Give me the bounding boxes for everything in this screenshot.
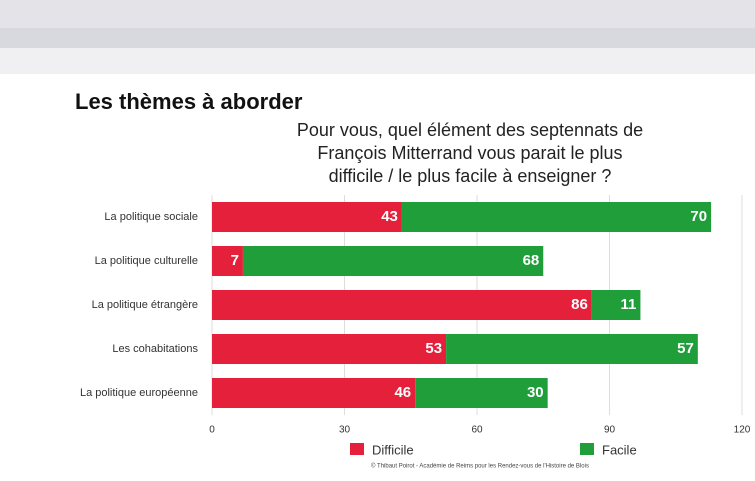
y-tick-label: La politique sociale (104, 211, 198, 223)
value-label: 70 (690, 208, 707, 225)
x-tick-label: 90 (604, 425, 616, 436)
x-tick-label: 120 (734, 425, 751, 436)
toolbar (0, 48, 755, 74)
bar-segment (212, 378, 415, 408)
legend-label: Difficile (372, 442, 414, 457)
bar-segment (243, 246, 543, 276)
x-tick-label: 30 (339, 425, 351, 436)
source: © Thibaut Poirot - Académie de Reims pou… (371, 463, 589, 470)
y-tick-label: La politique étrangère (92, 299, 198, 311)
value-label: 7 (231, 252, 239, 269)
tab-bar (0, 28, 755, 48)
legend-swatch (580, 443, 594, 455)
value-label: 53 (425, 340, 442, 357)
bar-segment (212, 334, 446, 364)
value-label: 46 (394, 384, 411, 401)
value-label: 43 (381, 208, 398, 225)
value-label: 11 (621, 296, 637, 313)
y-tick-label: La politique culturelle (95, 255, 198, 267)
value-label: 57 (677, 340, 694, 357)
chart-title: Les thèmes à aborder (75, 89, 303, 114)
bar-segment (446, 334, 698, 364)
subtitle: difficile / le plus facile à enseigner ? (329, 166, 612, 186)
body: {"chart_data": {"type": "stacked-bar-hor… (0, 0, 755, 481)
value-label: 30 (527, 384, 544, 401)
y-tick-label: Les cohabitations (112, 343, 198, 355)
x-tick-label: 60 (471, 425, 483, 436)
y-tick-label: La politique européenne (80, 387, 198, 399)
chart: Les thèmes à aborder Pour vous, quel élé… (0, 0, 755, 481)
subtitle: Pour vous, quel élément des septennats d… (297, 120, 643, 140)
bar-segment (402, 202, 711, 232)
bar-segment (212, 202, 402, 232)
legend-swatch (350, 443, 364, 455)
bar-segment (212, 290, 592, 320)
subtitle: François Mitterrand vous parait le plus (317, 143, 622, 163)
x-tick-label: 0 (209, 425, 215, 436)
value-label: 68 (523, 252, 540, 269)
legend-label: Facile (602, 442, 637, 457)
page: Chart body { margin: 0; width: 755px; he… (0, 0, 755, 481)
value-label: 86 (571, 296, 588, 313)
